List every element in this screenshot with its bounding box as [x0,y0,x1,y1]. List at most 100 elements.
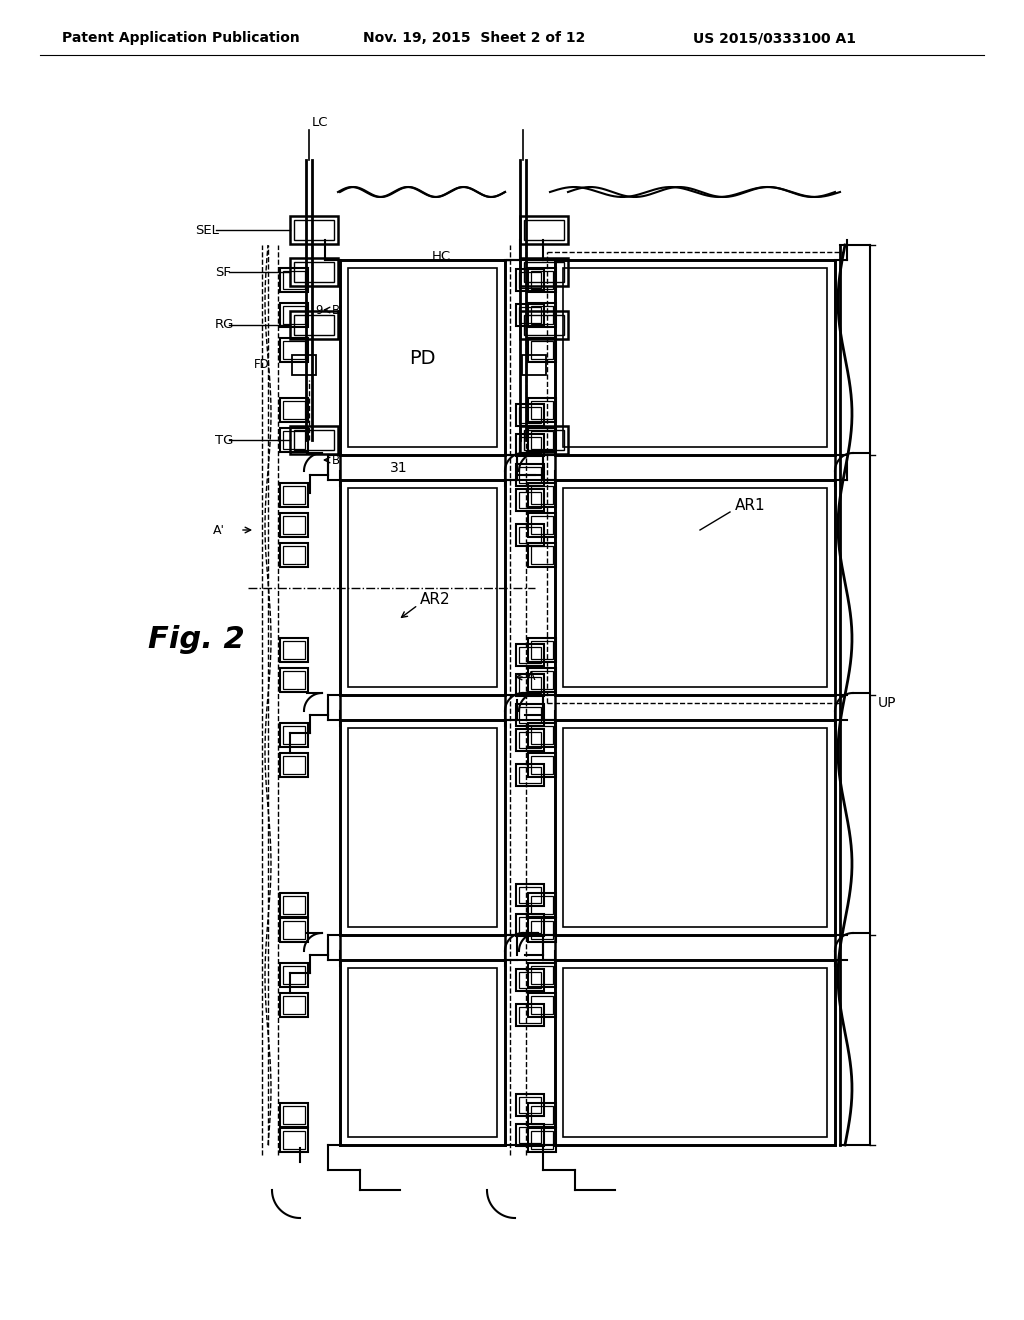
Bar [348,488,497,686]
Text: A': A' [213,524,225,536]
Bar [280,483,308,507]
Bar [283,997,305,1014]
Bar [519,407,541,422]
Bar [528,1104,556,1127]
Bar [283,341,305,359]
Bar [528,638,556,663]
Text: B': B' [332,304,343,317]
Bar [519,272,541,288]
Bar [516,884,544,906]
Bar [563,488,827,686]
Bar [294,220,334,240]
Bar [531,756,553,774]
Bar [519,733,541,748]
Bar [528,917,556,942]
Bar [516,1094,544,1115]
Bar [516,488,544,511]
Bar [555,480,835,696]
Bar [528,513,556,537]
Bar [280,964,308,987]
Bar [283,642,305,659]
Bar [280,399,308,422]
Bar [528,1129,556,1152]
Bar [520,216,568,244]
Bar [292,355,316,375]
Bar [522,355,546,375]
Bar [283,486,305,504]
Bar [283,896,305,913]
Bar [528,304,556,327]
Bar [280,993,308,1016]
Text: RG: RG [215,318,234,331]
Bar [516,524,544,546]
Bar [531,432,553,449]
Bar [524,261,564,282]
Bar [280,513,308,537]
Bar [531,341,553,359]
Bar [283,966,305,983]
Bar [280,268,308,292]
Text: FD: FD [254,359,270,371]
Bar [563,729,827,927]
Bar [528,338,556,362]
Text: SF: SF [215,265,230,279]
Bar [280,1104,308,1127]
Bar [531,306,553,323]
Bar [528,543,556,568]
Bar [519,767,541,783]
Bar [531,726,553,744]
Bar [519,1127,541,1143]
Text: SEL: SEL [195,223,219,236]
Text: UP: UP [878,696,896,710]
Bar [348,268,497,447]
Bar [280,894,308,917]
Bar [340,960,505,1144]
Bar [555,960,835,1144]
Bar [531,896,553,913]
Bar [516,729,544,751]
Bar [519,708,541,723]
Bar [531,671,553,689]
Bar [528,399,556,422]
Text: AR2: AR2 [420,593,451,607]
Bar [519,1007,541,1023]
Bar [283,726,305,744]
Bar [516,913,544,936]
Bar [519,437,541,453]
Bar [531,921,553,939]
Text: 31: 31 [390,461,408,475]
Bar [283,306,305,323]
Bar [531,966,553,983]
Bar [519,492,541,508]
Bar [528,268,556,292]
Bar [563,268,827,447]
Bar [555,719,835,935]
Bar [290,216,338,244]
Bar [531,546,553,564]
Text: Nov. 19, 2015  Sheet 2 of 12: Nov. 19, 2015 Sheet 2 of 12 [362,30,586,45]
Text: US 2015/0333100 A1: US 2015/0333100 A1 [693,30,856,45]
Bar [524,430,564,450]
Bar [283,271,305,289]
Bar [528,723,556,747]
Bar [519,647,541,663]
Bar [531,997,553,1014]
Bar [519,308,541,323]
Bar [516,704,544,726]
Bar [290,426,338,454]
Bar [283,432,305,449]
Text: AR1: AR1 [735,498,766,512]
Bar [516,304,544,326]
Bar [516,1005,544,1026]
Bar [524,220,564,240]
Bar [524,315,564,335]
Bar [519,1097,541,1113]
Bar [280,543,308,568]
Bar [528,668,556,692]
Bar [531,1131,553,1148]
Bar [283,516,305,535]
Bar [340,260,505,455]
Bar [280,338,308,362]
Bar [348,968,497,1137]
Text: HC: HC [432,251,452,264]
